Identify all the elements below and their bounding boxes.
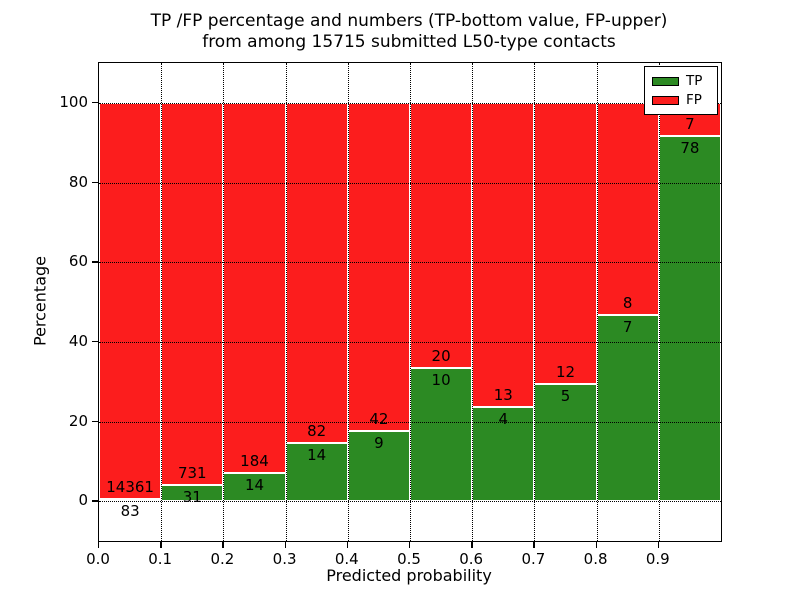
x-tick-mark [346, 541, 349, 548]
fp-count-label: 184 [240, 452, 269, 470]
tp-count-label: 4 [498, 410, 509, 429]
fp-legend-swatch [652, 96, 679, 105]
tp-count-label: 78 [680, 138, 700, 157]
y-tick-label: 80 [68, 172, 88, 191]
bar-tp-segment [658, 135, 721, 502]
bar-fp-segment [223, 102, 286, 473]
x-tick-mark [471, 541, 473, 548]
y-tick-label: 100 [59, 92, 88, 111]
bar-tp-segment [347, 430, 410, 502]
bar-tp-segment [472, 407, 535, 502]
chart-title-line1: TP /FP percentage and numbers (TP-bottom… [150, 11, 668, 31]
vertical-gridline [596, 63, 598, 541]
chart-title: TP /FP percentage and numbers (TP-bottom… [98, 11, 720, 53]
y-tick-mark [92, 101, 98, 104]
bar-tp-segment [534, 384, 597, 502]
vertical-gridline [223, 63, 225, 541]
x-tick-mark [409, 541, 411, 548]
bar-fp-segment [472, 102, 535, 408]
legend-row: TP [645, 72, 717, 91]
x-tick-mark [657, 541, 660, 548]
tp-count-label: 31 [182, 487, 202, 506]
y-tick-label: 60 [68, 252, 88, 271]
x-tick-mark [222, 541, 224, 548]
x-axis-label: Predicted probability [326, 566, 492, 585]
fp-count-label: 13 [493, 386, 513, 405]
x-tick-label: 0.6 [459, 550, 484, 568]
fp-count-label: 42 [369, 409, 389, 428]
fp-count-label: 20 [431, 347, 451, 366]
plot-area: 14361 83 731 31 184 14 82 14 42 9 20 10 13 4 12 5 8 7 7 78 [98, 62, 722, 542]
x-tick-mark [533, 541, 535, 548]
vertical-gridline [410, 63, 411, 541]
vertical-gridline [534, 63, 536, 541]
legend-label: TP [686, 73, 703, 89]
fp-count-label: 82 [307, 422, 327, 441]
y-tick-mark [92, 340, 98, 343]
tp-count-label: 5 [560, 387, 571, 405]
vertical-gridline [658, 63, 660, 541]
vertical-gridline [347, 63, 349, 541]
tp-count-label: 14 [244, 476, 265, 494]
y-tick-mark [92, 500, 98, 502]
x-tick-mark [160, 541, 162, 548]
vertical-gridline [472, 63, 474, 541]
y-tick-label: 20 [68, 411, 88, 430]
legend-row: FP [645, 91, 717, 110]
bar-fp-segment [99, 102, 162, 499]
y-tick-mark [92, 420, 98, 422]
x-tick-mark [284, 541, 286, 548]
tp-count-label: 83 [120, 501, 140, 520]
legend-label: FP [686, 92, 702, 108]
y-tick-label: 0 [78, 491, 88, 510]
bar-fp-segment [596, 102, 659, 316]
legend: TP FP [644, 66, 718, 115]
bar-fp-segment [410, 102, 473, 369]
x-tick-label: 0.7 [521, 550, 546, 568]
x-tick-label: 0.3 [272, 550, 297, 568]
y-tick-label: 40 [68, 331, 88, 350]
x-tick-mark [595, 541, 597, 548]
fp-count-label: 12 [555, 363, 576, 381]
bar-fp-segment [285, 102, 348, 444]
y-tick-mark [92, 261, 98, 263]
x-tick-mark [98, 541, 100, 548]
x-tick-label: 0.5 [397, 550, 421, 568]
tp-count-label: 9 [374, 433, 384, 452]
x-tick-label: 0.2 [210, 550, 235, 568]
x-tick-label: 0.9 [645, 550, 670, 568]
tp-count-label: 10 [431, 371, 451, 390]
tp-count-label: 14 [307, 446, 327, 465]
chart-title-line2: from among 15715 submitted L50-type cont… [202, 32, 616, 52]
tp-legend-swatch [652, 77, 679, 86]
x-tick-label: 0.1 [148, 550, 173, 568]
x-tick-label: 0.8 [583, 550, 608, 568]
fp-count-label: 8 [622, 294, 633, 313]
bar-tp-segment [223, 473, 286, 502]
bar-tp-segment [596, 315, 659, 502]
x-tick-label: 0.0 [86, 550, 110, 568]
x-tick-label: 0.4 [334, 550, 359, 568]
fp-count-label: 731 [177, 463, 207, 482]
bar-fp-segment [161, 102, 224, 485]
vertical-gridline [285, 63, 287, 541]
fp-count-label: 14361 [106, 477, 154, 496]
y-tick-mark [92, 181, 98, 183]
vertical-gridline [161, 63, 163, 541]
bar-tp-segment [99, 498, 162, 502]
fp-count-label: 7 [685, 114, 695, 133]
bar-fp-segment [534, 102, 597, 384]
tp-count-label: 7 [622, 318, 633, 337]
